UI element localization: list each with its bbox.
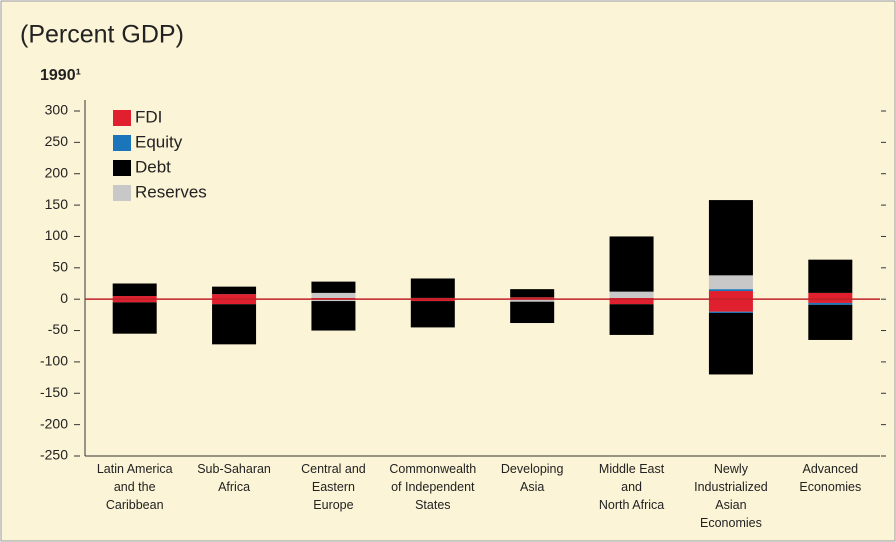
bar-segment xyxy=(112,283,157,297)
bar-segment xyxy=(510,289,555,298)
legend-swatch xyxy=(113,110,131,126)
y-tick-label: -50 xyxy=(48,321,68,337)
x-tick-label: Commonwealth of Independent States xyxy=(389,462,476,512)
legend-swatch xyxy=(113,160,131,176)
bar-segment xyxy=(311,299,356,302)
x-tick-label: Sub-Saharan Africa xyxy=(197,462,271,494)
bar-segment xyxy=(510,301,555,324)
y-tick-label: 200 xyxy=(45,164,69,180)
y-tick-label: 250 xyxy=(45,133,69,149)
chart-subtitle: 1990¹ xyxy=(40,67,81,84)
y-tick-label: 0 xyxy=(60,290,68,306)
bar-segment xyxy=(808,292,853,300)
legend-label: Equity xyxy=(135,132,183,151)
bar-segment xyxy=(510,297,555,300)
bar-segment xyxy=(708,291,753,300)
bar-segment xyxy=(708,289,753,292)
bar-segment xyxy=(410,278,455,298)
bar-segment xyxy=(212,286,257,295)
y-tick-label: 50 xyxy=(52,259,68,275)
bar-segment xyxy=(609,304,654,335)
bar-segment xyxy=(808,259,853,293)
bar-segment xyxy=(112,299,157,303)
x-tick-label: Newly Industrialized Asian Economies xyxy=(694,462,768,530)
bar-segment xyxy=(708,275,753,290)
y-tick-label: -250 xyxy=(40,447,68,463)
x-tick-label: Central and Eastern Europe xyxy=(301,462,366,512)
x-tick-label: Advanced Economies xyxy=(799,462,861,494)
legend-label: FDI xyxy=(135,107,162,126)
legend-swatch xyxy=(113,135,131,151)
bar-segment xyxy=(708,299,753,312)
bar-segment xyxy=(609,236,654,292)
bar-segment xyxy=(510,299,555,302)
bar-segment xyxy=(112,302,157,334)
bar-segment xyxy=(311,292,356,298)
legend-swatch xyxy=(113,185,131,201)
x-tick-label: Developing Asia xyxy=(501,462,564,494)
chart-title: (Percent GDP) xyxy=(20,21,184,49)
y-tick-label: -200 xyxy=(40,415,68,431)
bar-segment xyxy=(311,301,356,331)
bar-segment xyxy=(808,302,853,305)
bar-segment xyxy=(708,311,753,313)
bar-segment xyxy=(708,312,753,375)
y-tick-label: 150 xyxy=(45,196,69,212)
bar-segment xyxy=(410,301,455,328)
x-tick-label: Latin America and the Caribbean xyxy=(97,462,173,512)
bar-segment xyxy=(808,304,853,340)
bar-segment xyxy=(112,296,157,300)
y-tick-label: 100 xyxy=(45,227,69,243)
legend-label: Debt xyxy=(135,157,171,176)
bar-segment xyxy=(808,299,853,303)
bar-segment xyxy=(609,299,654,305)
bar-segment xyxy=(708,200,753,276)
y-tick-label: 300 xyxy=(45,102,69,118)
x-tick-label: Middle East and North Africa xyxy=(599,462,665,512)
bar-segment xyxy=(212,299,257,305)
legend-label: Reserves xyxy=(135,182,207,201)
y-tick-label: -150 xyxy=(40,384,68,400)
y-tick-label: -100 xyxy=(40,353,68,369)
bar-segment xyxy=(410,299,455,302)
bar-segment xyxy=(609,291,654,298)
bar-segment xyxy=(212,304,257,345)
bar-segment xyxy=(311,281,356,293)
bar-segment xyxy=(212,294,257,300)
